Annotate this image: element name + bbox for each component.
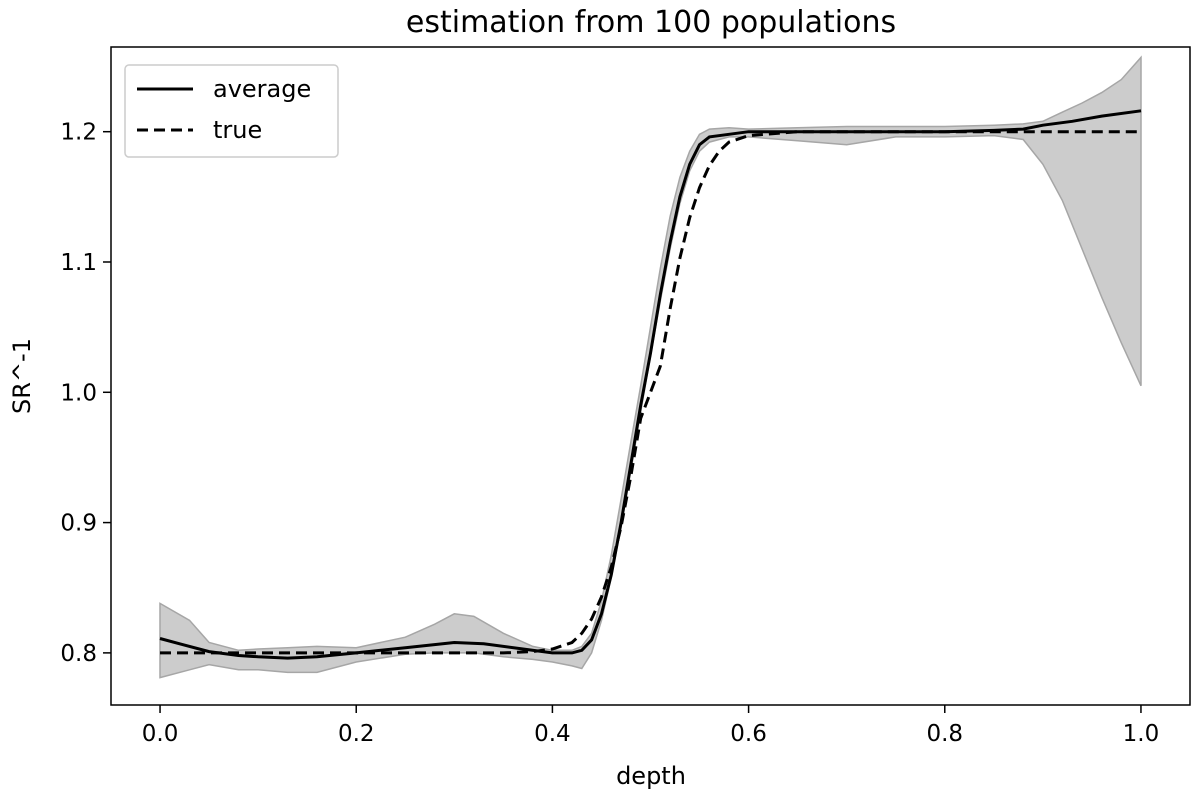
- x-axis-label: depth: [616, 762, 686, 790]
- x-tick-label: 1.0: [1123, 721, 1160, 747]
- y-tick-label: 0.8: [60, 641, 97, 667]
- x-tick-label: 0.0: [142, 721, 179, 747]
- x-tick-label: 0.2: [338, 721, 375, 747]
- x-tick-label: 0.6: [730, 721, 767, 747]
- y-tick-label: 0.9: [60, 511, 97, 537]
- y-tick-label: 1.2: [60, 120, 97, 146]
- chart-title: estimation from 100 populations: [406, 5, 896, 40]
- y-axis-label: SR^-1: [8, 338, 36, 414]
- x-axis-ticks: 0.0 0.2 0.4 0.6 0.8 1.0: [142, 705, 1159, 747]
- x-tick-label: 0.4: [534, 721, 571, 747]
- legend: average true: [124, 64, 339, 158]
- y-tick-label: 1.1: [60, 250, 97, 276]
- plot-area: [159, 55, 1142, 679]
- x-tick-label: 0.8: [926, 721, 963, 747]
- series-true-line: [160, 130, 1141, 655]
- legend-label-true: true: [213, 116, 262, 144]
- y-tick-label: 1.0: [60, 380, 97, 406]
- series-average-line: [159, 109, 1142, 660]
- legend-label-average: average: [213, 75, 311, 103]
- confidence-band: [159, 55, 1142, 679]
- plot-frame: [110, 46, 1191, 706]
- y-axis-ticks: 0.8 0.9 1.0 1.1 1.2: [60, 120, 111, 667]
